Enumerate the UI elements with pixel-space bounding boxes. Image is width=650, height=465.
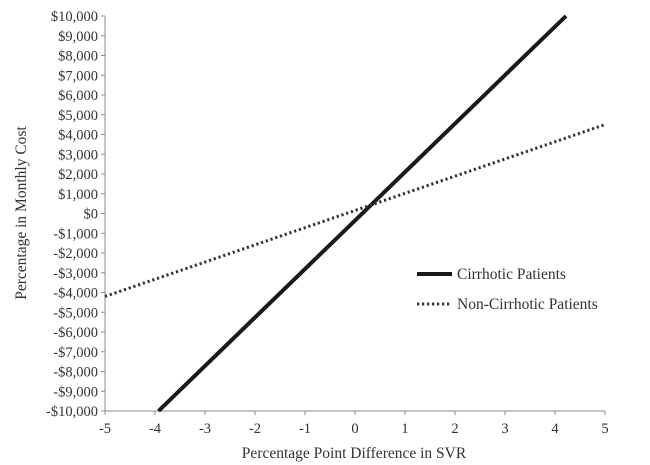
y-tick-label: -$4,000 — [53, 286, 98, 302]
x-tick-label: -4 — [149, 421, 162, 437]
x-tick-label: 2 — [451, 421, 458, 437]
x-tick-label: 5 — [601, 421, 608, 437]
axes — [104, 16, 605, 412]
legend-label-cirrhotic: Cirrhotic Patients — [457, 266, 566, 283]
y-tick-label: $4,000 — [58, 128, 98, 144]
y-tick-label: $3,000 — [58, 147, 98, 163]
y-tick-label: $6,000 — [58, 88, 98, 104]
tick-marks — [101, 15, 606, 415]
x-tick-label: 0 — [351, 421, 358, 437]
y-axis-title: Percentage in Monthly Cost — [13, 126, 30, 300]
y-tick-label: $1,000 — [58, 187, 98, 203]
x-tick-label: 3 — [501, 421, 508, 437]
y-tick-label: $2,000 — [58, 167, 98, 183]
y-tick-label: -$10,000 — [46, 404, 98, 420]
y-tick-label: -$2,000 — [53, 246, 98, 262]
x-tick-label: -1 — [299, 421, 311, 437]
x-tick-label: -5 — [99, 421, 111, 437]
y-tick-label: -$6,000 — [53, 325, 98, 341]
y-tick-label: $8,000 — [58, 49, 98, 65]
x-axis-tick-labels: -5 -4 -3 -2 -1 0 1 2 3 4 5 — [99, 421, 609, 437]
y-tick-label: -$7,000 — [53, 345, 98, 361]
y-axis-tick-labels: $10,000 $9,000 $8,000 $7,000 $6,000 $5,000 $4,… — [46, 9, 98, 420]
x-tick-label: 1 — [401, 421, 408, 437]
y-tick-label: -$8,000 — [53, 365, 98, 381]
y-tick-label: -$1,000 — [53, 226, 98, 242]
series-line-cirrhotic — [157, 14, 568, 413]
x-tick-label: -3 — [199, 421, 211, 437]
x-axis-title: Percentage Point Difference in SVR — [242, 445, 467, 462]
y-tick-label: -$3,000 — [53, 266, 98, 282]
legend: Cirrhotic Patients Non-Cirrhotic Patient… — [417, 266, 598, 313]
x-tick-label: 4 — [551, 421, 559, 437]
y-tick-label: $0 — [84, 207, 99, 223]
y-tick-label: $5,000 — [58, 108, 98, 124]
y-tick-label: -$9,000 — [53, 384, 98, 400]
x-tick-label: -2 — [249, 421, 261, 437]
series-line-non-cirrhotic — [104, 123, 606, 298]
data-series — [104, 14, 606, 413]
legend-label-non-cirrhotic: Non-Cirrhotic Patients — [457, 296, 598, 313]
y-tick-label: -$5,000 — [53, 305, 98, 321]
y-tick-label: $9,000 — [58, 29, 98, 45]
y-tick-label: $7,000 — [58, 68, 98, 84]
y-tick-label: $10,000 — [51, 9, 98, 25]
